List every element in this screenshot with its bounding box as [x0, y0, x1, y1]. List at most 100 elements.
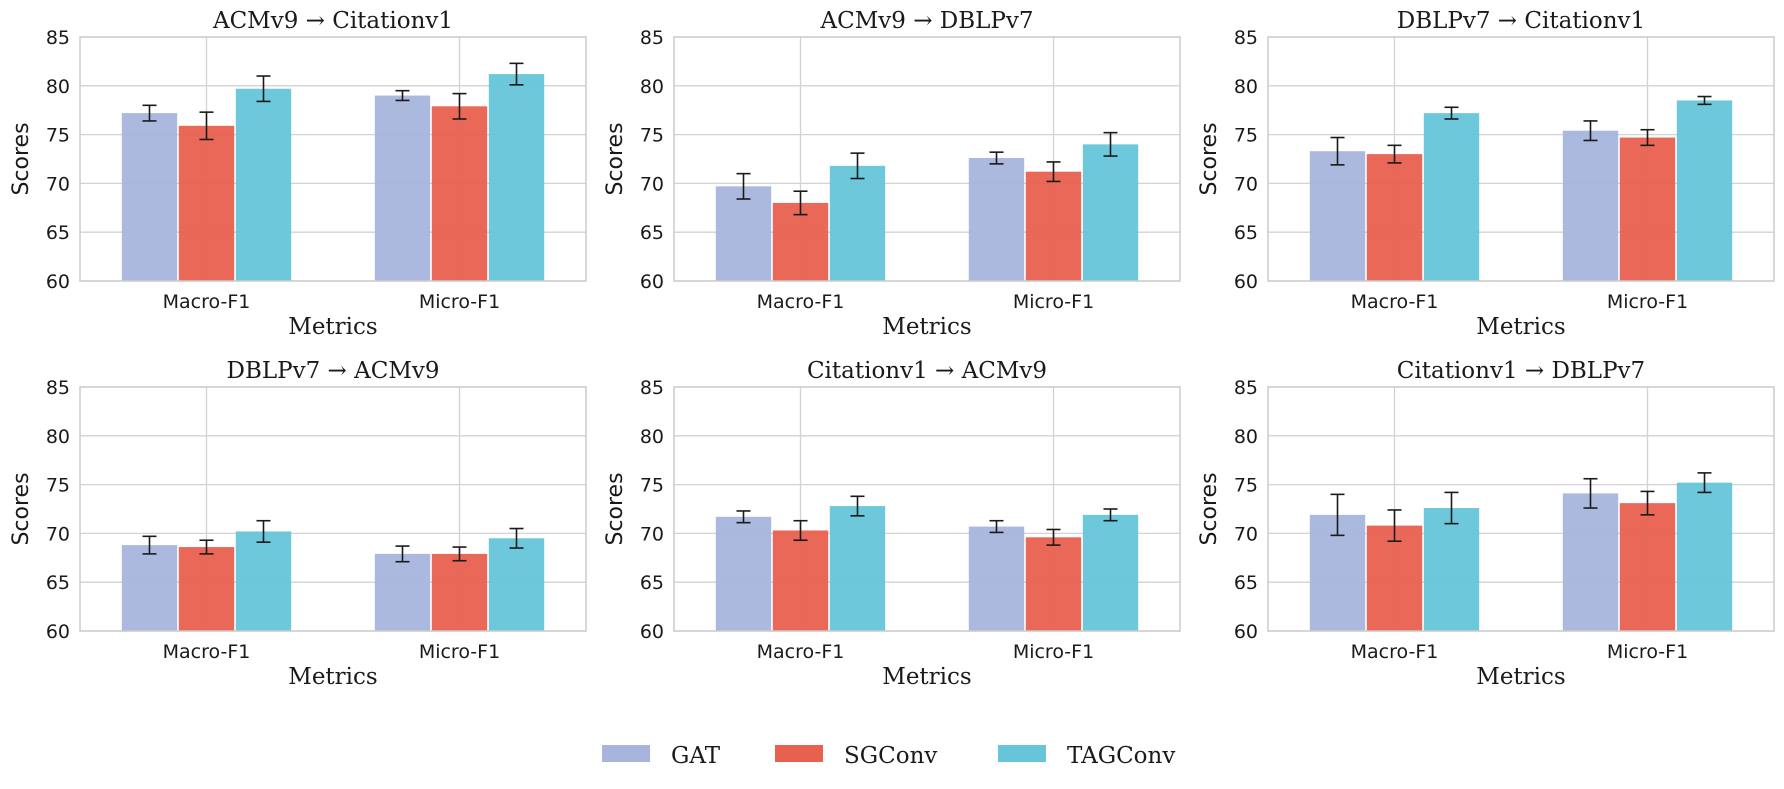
y-axis-label: Scores [603, 472, 628, 545]
chart-panel-5: 60 65 70 75 80 85 Macro-F1 Micro-F1 Citationv1 →… [603, 358, 1181, 690]
bar-gat-macro-f1 [121, 545, 178, 631]
y-tick-label: 60 [640, 271, 664, 293]
y-tick-label: 70 [640, 523, 664, 545]
chart-title: ACMv9 → Citationv1 [212, 8, 453, 34]
y-tick-label: 70 [640, 173, 664, 195]
y-axis-label: Scores [603, 122, 628, 195]
x-tick-label: Micro-F1 [1607, 291, 1688, 313]
y-axis-label: Scores [9, 122, 34, 195]
chart-panel-2: 60 65 70 75 80 85 Macro-F1 Micro-F1 ACMv9 → DBLP… [603, 8, 1181, 340]
y-tick-label: 75 [1234, 475, 1258, 497]
bar-sgconv-macro-f1 [1366, 154, 1423, 281]
y-tick-label: 80 [1234, 76, 1258, 98]
bar-tagconv-macro-f1 [829, 506, 886, 631]
x-tick-label: Macro-F1 [1351, 641, 1439, 663]
bar-gat-micro-f1 [968, 526, 1025, 631]
bar-sgconv-micro-f1 [431, 106, 488, 282]
y-tick-label: 60 [46, 621, 70, 643]
x-axis-label: Metrics [288, 664, 377, 690]
bar-gat-macro-f1 [715, 516, 772, 631]
y-tick-label: 65 [1234, 572, 1258, 594]
bar-sgconv-micro-f1 [1619, 503, 1676, 631]
panels: 60 65 70 75 80 85 Macro-F1 Micro-F1 ACMv9 → Cita… [9, 8, 1775, 690]
y-tick-label: 85 [46, 27, 70, 49]
x-tick-label: Macro-F1 [757, 641, 845, 663]
y-tick-label: 70 [46, 523, 70, 545]
y-tick-label: 65 [46, 222, 70, 244]
chart-panel-4: 60 65 70 75 80 85 Macro-F1 Micro-F1 DBLPv7 → ACM… [9, 358, 587, 690]
x-axis-label: Metrics [882, 314, 971, 340]
bar-gat-micro-f1 [374, 553, 431, 631]
x-axis-label: Metrics [288, 314, 377, 340]
x-tick-label: Micro-F1 [419, 641, 500, 663]
bar-gat-micro-f1 [374, 95, 431, 281]
y-tick-label: 85 [640, 377, 664, 399]
bar-tagconv-micro-f1 [488, 538, 545, 631]
bar-sgconv-macro-f1 [772, 530, 829, 631]
y-tick-label: 85 [46, 377, 70, 399]
bar-tagconv-micro-f1 [488, 74, 545, 281]
legend-label: TAGConv [1067, 743, 1175, 769]
y-tick-label: 60 [640, 621, 664, 643]
bar-gat-micro-f1 [1562, 493, 1619, 631]
y-tick-label: 75 [46, 475, 70, 497]
bar-tagconv-micro-f1 [1082, 144, 1139, 281]
bar-tagconv-micro-f1 [1676, 100, 1733, 281]
y-tick-label: 70 [1234, 523, 1258, 545]
x-tick-label: Micro-F1 [1013, 291, 1094, 313]
chart-title: DBLPv7 → Citationv1 [1397, 8, 1645, 34]
x-axis-label: Metrics [1476, 664, 1565, 690]
legend-label: GAT [671, 743, 721, 769]
chart-title: DBLPv7 → ACMv9 [227, 358, 440, 384]
legend-item-sgconv: SGConv [775, 743, 937, 769]
bar-tagconv-macro-f1 [829, 165, 886, 281]
bar-gat-macro-f1 [1309, 151, 1366, 281]
bar-gat-macro-f1 [715, 186, 772, 281]
y-tick-label: 80 [640, 76, 664, 98]
y-axis-label: Scores [1197, 472, 1222, 545]
x-tick-label: Macro-F1 [163, 641, 251, 663]
bar-gat-micro-f1 [968, 158, 1025, 281]
axes-frame [1267, 386, 1775, 632]
bar-gat-micro-f1 [1562, 130, 1619, 281]
x-tick-label: Macro-F1 [1351, 291, 1439, 313]
y-tick-label: 65 [1234, 222, 1258, 244]
y-tick-label: 65 [640, 572, 664, 594]
axes-frame [79, 36, 587, 282]
y-tick-label: 80 [1234, 426, 1258, 448]
y-tick-label: 85 [640, 27, 664, 49]
x-axis-label: Metrics [882, 664, 971, 690]
legend-swatch [775, 745, 823, 762]
y-tick-label: 80 [46, 426, 70, 448]
bar-tagconv-macro-f1 [1423, 508, 1480, 631]
legend-item-tagconv: TAGConv [998, 743, 1175, 769]
axes-frame [1267, 36, 1775, 282]
bar-sgconv-macro-f1 [772, 202, 829, 281]
bar-sgconv-macro-f1 [1366, 525, 1423, 631]
bar-sgconv-micro-f1 [1619, 137, 1676, 281]
bar-sgconv-micro-f1 [1025, 171, 1082, 281]
y-tick-label: 75 [1234, 125, 1258, 147]
legend-label: SGConv [844, 743, 937, 769]
y-tick-label: 75 [46, 125, 70, 147]
x-tick-label: Macro-F1 [757, 291, 845, 313]
chart-panel-3: 60 65 70 75 80 85 Macro-F1 Micro-F1 DBLPv7 → Cit… [1197, 8, 1775, 340]
legend-item-gat: GAT [602, 743, 721, 769]
x-tick-label: Micro-F1 [419, 291, 500, 313]
y-tick-label: 85 [1234, 27, 1258, 49]
y-axis-label: Scores [9, 472, 34, 545]
bar-sgconv-micro-f1 [431, 553, 488, 631]
y-tick-label: 65 [46, 572, 70, 594]
axes-frame [673, 36, 1181, 282]
axes-frame [673, 386, 1181, 632]
x-axis-label: Metrics [1476, 314, 1565, 340]
bar-sgconv-macro-f1 [178, 547, 235, 631]
y-tick-label: 85 [1234, 377, 1258, 399]
y-tick-label: 70 [46, 173, 70, 195]
bar-sgconv-micro-f1 [1025, 537, 1082, 631]
axes-frame [79, 386, 587, 632]
x-tick-label: Micro-F1 [1013, 641, 1094, 663]
y-tick-label: 70 [1234, 173, 1258, 195]
chart-panel-1: 60 65 70 75 80 85 Macro-F1 Micro-F1 ACMv9 → Cita… [9, 8, 587, 340]
